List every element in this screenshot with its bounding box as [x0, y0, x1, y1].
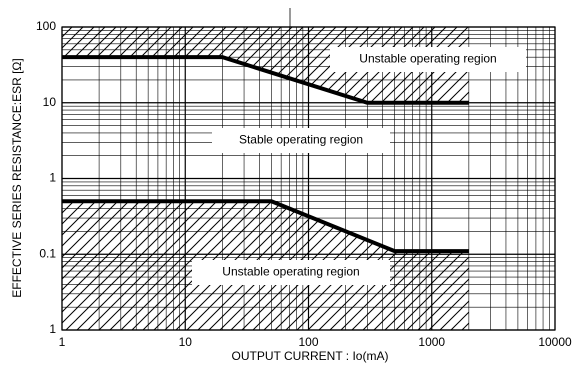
annotation: Stable operating region	[239, 133, 363, 147]
x-tick-label: 10	[179, 335, 193, 349]
y-tick-label: 0.1	[39, 246, 56, 260]
y-tick-label: 100	[36, 19, 56, 33]
y-axis-label: EFFECTIVE SERIES RESISTANCE:ESR [Ω]	[10, 58, 24, 297]
x-tick-label: 100	[298, 335, 318, 349]
y-tick-label: 1	[49, 322, 56, 336]
plot-frame	[61, 26, 556, 331]
x-tick-label: 1000	[418, 335, 445, 349]
hatch-region	[62, 27, 469, 103]
x-tick-label: 1	[59, 335, 66, 349]
y-tick-label: 10	[43, 95, 57, 109]
annotation-box	[330, 47, 526, 72]
boundary-line	[62, 199, 469, 254]
y-tick-label: 1	[49, 171, 56, 185]
annotation: Unstable operating region	[222, 265, 359, 279]
boundary-line	[62, 55, 469, 105]
x-tick-label: 10000	[538, 335, 572, 349]
annotation-box	[212, 128, 390, 153]
annotation-box	[192, 260, 390, 285]
x-axis-label: OUTPUT CURRENT : Io(mA)	[232, 349, 389, 363]
annotation: Unstable operating region	[359, 52, 496, 66]
